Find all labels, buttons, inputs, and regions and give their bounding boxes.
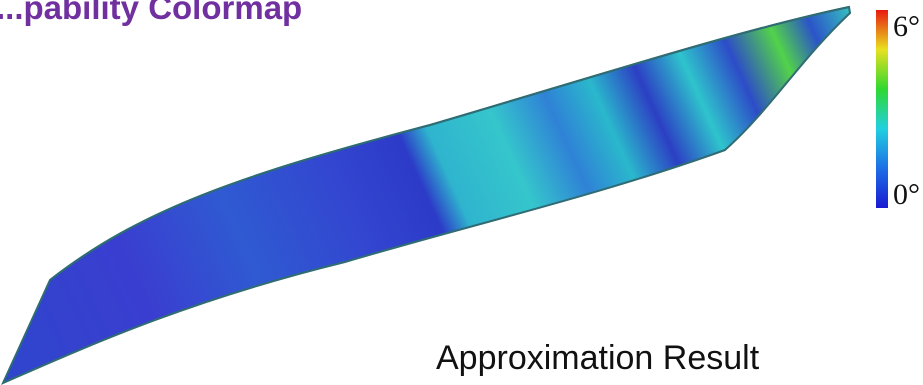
surface-shape — [1, 5, 852, 385]
figure-title: ...pability Colormap — [0, 0, 303, 26]
color-legend: 6° 0° — [876, 10, 923, 210]
legend-min-label: 0° — [893, 178, 920, 211]
surface-boundary-edge — [49, 6, 850, 281]
legend-color-bar — [876, 10, 888, 208]
legend-max-label: 6° — [893, 10, 920, 43]
figure-caption: Approximation Result — [436, 339, 760, 377]
colormap-surface — [1, 5, 852, 385]
